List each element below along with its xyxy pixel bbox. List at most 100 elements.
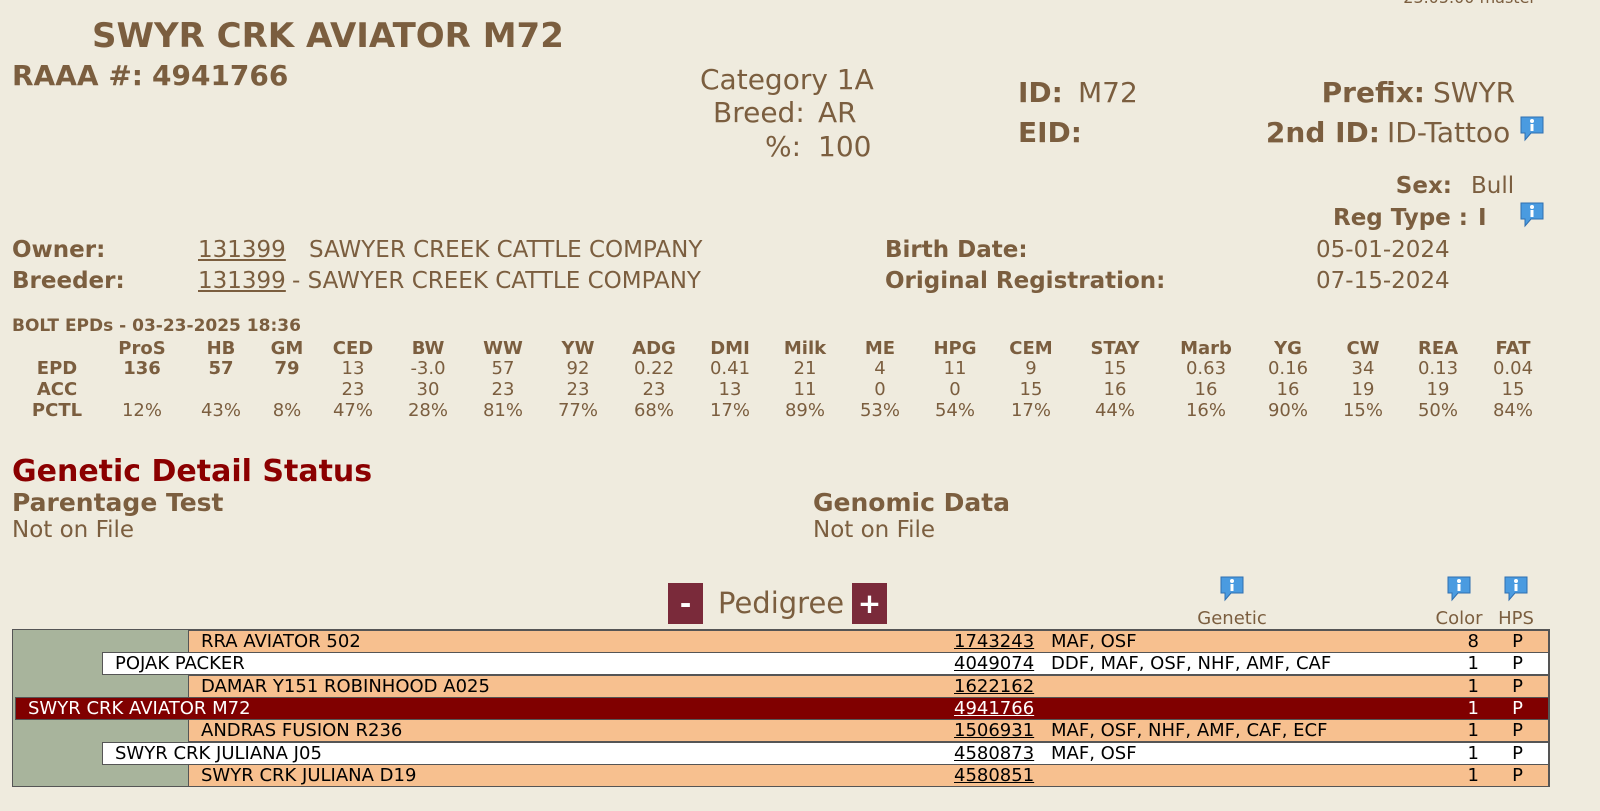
id2: ID-Tattoo <box>1387 116 1511 150</box>
animal-name: SWYR CRK JULIANA J05 <box>115 742 322 764</box>
prefix: SWYR <box>1433 76 1516 110</box>
epd-col-header: HB <box>206 338 236 360</box>
epd-value: 15 <box>1501 379 1525 401</box>
id: M72 <box>1078 76 1138 110</box>
color-code: 1 <box>1467 653 1479 675</box>
epd-value: 19 <box>1426 379 1450 401</box>
hps-code: P <box>1512 697 1523 719</box>
pedigree-title: Pedigree <box>718 585 845 620</box>
epd-col-header: STAY <box>1090 338 1140 360</box>
color-code: 1 <box>1467 742 1479 764</box>
animal-name: RRA AVIATOR 502 <box>201 631 361 652</box>
epd-value: 21 <box>793 358 817 380</box>
parentage-label: Parentage Test <box>12 488 224 517</box>
birth: 05-01-2024 <box>1316 237 1450 264</box>
pedigree-button[interactable]: + <box>852 583 887 624</box>
epd-value: 53% <box>859 400 900 422</box>
epd-value: 15% <box>1342 400 1383 422</box>
reg-link[interactable]: 4941766 <box>954 697 1035 719</box>
epd-value: 0 <box>949 379 961 401</box>
epd-value: 17% <box>1010 400 1051 422</box>
genetic-codes: MAF, OSF <box>1051 631 1137 652</box>
epd-value: 92 <box>566 358 590 380</box>
epd-value: 16 <box>1276 379 1300 401</box>
epd-value: 15 <box>1103 358 1127 380</box>
reg-link[interactable]: 4049074 <box>954 653 1035 675</box>
category: Category 1A <box>700 63 874 97</box>
epd-col-header: HPG <box>933 338 977 360</box>
color-code: 1 <box>1467 675 1479 697</box>
epd-value: 0.22 <box>633 358 675 380</box>
parentage: Not on File <box>12 517 135 544</box>
sex-label: Sex: <box>1395 173 1452 200</box>
epd-value: 90% <box>1267 400 1308 422</box>
epd-value: 79 <box>274 358 300 380</box>
epd-value: 11 <box>943 358 967 380</box>
reg-link[interactable]: 1506931 <box>954 720 1035 742</box>
reg-link[interactable]: 1622162 <box>954 675 1035 697</box>
epd-col-header: CED <box>332 338 374 360</box>
epd-col-header: GM <box>270 338 304 360</box>
epd-value: 89% <box>784 400 825 422</box>
regtype-label: Reg Type : <box>1332 205 1468 232</box>
genomic-label: Genomic Data <box>813 488 1011 517</box>
epd-value: 0 <box>874 379 886 401</box>
epd-value: -3.0 <box>410 358 446 380</box>
epd-value: 16% <box>1185 400 1226 422</box>
hps-code: P <box>1512 720 1523 742</box>
epd-col-header: ME <box>864 338 896 360</box>
breeder-label: Breeder: <box>12 268 125 295</box>
genetic-codes: MAF, OSF, NHF, AMF, CAF, ECF <box>1051 720 1328 742</box>
info-icon[interactable] <box>1217 573 1247 603</box>
epd-value: 9 <box>1025 358 1037 380</box>
reg-link[interactable]: 4580873 <box>954 742 1035 764</box>
color-code: 1 <box>1467 764 1479 786</box>
pedigree-row: SWYR CRK AVIATOR M72 4941766 1 P <box>15 696 1549 720</box>
reg-link[interactable]: 1743243 <box>954 631 1035 652</box>
epd-col-header: FAT <box>1495 338 1531 360</box>
epd-value: 28% <box>407 400 448 422</box>
eid-label: EID: <box>1018 116 1082 150</box>
animal-name: ANDRAS FUSION R236 <box>201 720 403 742</box>
info-icon[interactable] <box>1501 573 1531 603</box>
epd-value: 50% <box>1417 400 1458 422</box>
color-code: 8 <box>1467 631 1479 652</box>
pedigree-table: RRA AVIATOR 502 1743243 MAF, OSF 8 P POJAK PA… <box>12 629 1550 787</box>
epd-value: 0.13 <box>1417 358 1459 380</box>
epd-col-header: WW <box>483 338 523 360</box>
color-code: 1 <box>1467 720 1479 742</box>
breed: AR <box>818 96 857 130</box>
info-icon[interactable] <box>1444 573 1474 603</box>
color-code: 1 <box>1467 697 1479 719</box>
owner-name: SAWYER CREEK CATTLE COMPANY <box>309 237 703 264</box>
reg-link[interactable]: 4580851 <box>954 764 1035 786</box>
epd-value: 84% <box>1492 400 1533 422</box>
epd-value: 44% <box>1094 400 1135 422</box>
epd-col-header: YG <box>1274 338 1302 360</box>
epd-col-header: Marb <box>1180 338 1232 360</box>
pedigree-button[interactable]: - <box>668 583 703 624</box>
hps-header: HPS <box>1498 608 1534 630</box>
hps-code: P <box>1512 631 1523 652</box>
epd-value: 34 <box>1351 358 1375 380</box>
epd-row-label: EPD <box>36 358 78 380</box>
epd-value: 13 <box>341 358 365 380</box>
pedigree-row: DAMAR Y151 ROBINHOOD A025 1622162 1 P <box>188 674 1549 698</box>
epd-value: 136 <box>123 358 161 380</box>
epd-col-header: CW <box>1346 338 1380 360</box>
epd-title: BOLT EPDs - 03-23-2025 18:36 <box>12 315 301 336</box>
epd-col-header: Milk <box>783 338 827 360</box>
hps-code: P <box>1512 764 1523 786</box>
epd-value: 81% <box>482 400 523 422</box>
pedigree-row: RRA AVIATOR 502 1743243 MAF, OSF 8 P <box>188 630 1549 653</box>
animal-name: SWYR CRK AVIATOR M72 <box>28 697 251 719</box>
info-icon[interactable] <box>1517 113 1547 143</box>
genetic-title: Genetic Detail Status <box>12 454 373 489</box>
orig: 07-15-2024 <box>1316 268 1450 295</box>
info-icon[interactable] <box>1517 199 1547 229</box>
pct: 100 <box>818 130 872 164</box>
epd-value: 23 <box>491 379 515 401</box>
pct-label: %: <box>765 130 802 164</box>
epd-value: 16 <box>1194 379 1218 401</box>
genetic-codes: DDF, MAF, OSF, NHF, AMF, CAF <box>1051 653 1332 675</box>
